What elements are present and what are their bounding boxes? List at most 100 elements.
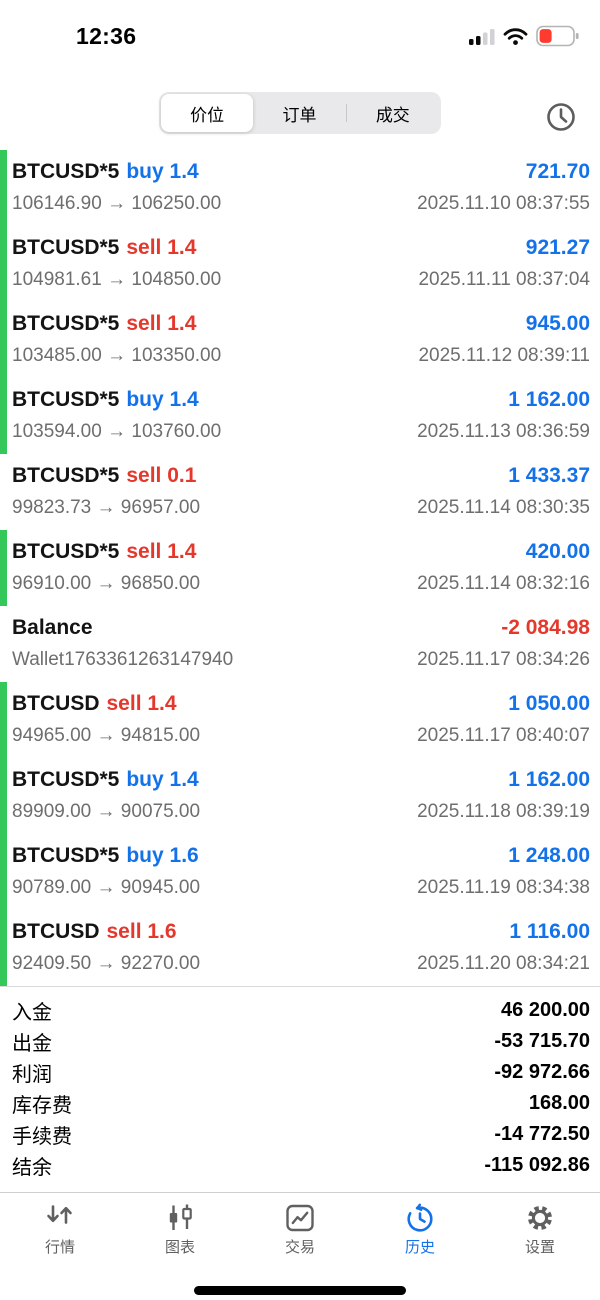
side-label: sell 0.1 xyxy=(126,464,197,487)
history-row[interactable]: BTCUSD*5 buy 1.4 1 162.00 103594.00 → 103… xyxy=(0,378,600,454)
home-indicator[interactable] xyxy=(194,1286,406,1295)
price-range: 90789.00 → 90945.00 xyxy=(12,877,201,898)
price-range: 96910.00 → 96850.00 xyxy=(12,573,201,594)
history-row[interactable]: BTCUSD*5 buy 1.4 1 162.00 89909.00 → 9007… xyxy=(0,758,600,834)
trade-datetime: 2025.11.18 08:39:19 xyxy=(417,801,590,822)
summary-row: 入金 46 200.00 xyxy=(12,995,590,1026)
summary-row: 库存费 168.00 xyxy=(12,1088,590,1119)
profit-value: 1 162.00 xyxy=(508,388,590,411)
history-row[interactable]: BTCUSD*5 buy 1.6 1 248.00 90789.00 → 9094… xyxy=(0,834,600,910)
summary-label: 利润 xyxy=(12,1064,52,1086)
tab-charts[interactable]: 图表 xyxy=(120,1203,240,1300)
trade-datetime: 2025.11.14 08:32:16 xyxy=(417,573,590,594)
summary-value: -92 972.66 xyxy=(494,1061,590,1083)
summary-row: 利润 -92 972.66 xyxy=(12,1057,590,1088)
symbol: BTCUSD*5 xyxy=(12,160,120,183)
summary-label: 库存费 xyxy=(12,1095,72,1117)
side-label: sell 1.4 xyxy=(106,692,177,715)
charts-icon xyxy=(163,1203,197,1233)
price-range: 92409.50 → 92270.00 xyxy=(12,953,201,974)
summary-value: 46 200.00 xyxy=(501,999,590,1021)
account-summary: 入金 46 200.00 出金 -53 715.70 利润 -92 972.66… xyxy=(0,986,600,1192)
profit-value: 420.00 xyxy=(525,540,590,563)
side-label: sell 1.4 xyxy=(126,540,197,563)
history-row[interactable]: BTCUSD*5 sell 1.4 420.00 96910.00 → 96850… xyxy=(0,530,600,606)
history-row[interactable]: BTCUSD sell 1.4 1 050.00 94965.00 → 94815… xyxy=(0,682,600,758)
trade-datetime: 2025.11.11 08:37:04 xyxy=(418,269,590,290)
trade-datetime: 2025.11.17 08:34:26 xyxy=(417,649,590,670)
profit-value: 1 050.00 xyxy=(508,692,590,715)
profit-value: 921.27 xyxy=(525,236,590,259)
cellular-signal-icon xyxy=(469,28,495,45)
tab-quotes[interactable]: 行情 xyxy=(0,1203,120,1300)
profit-value: 721.70 xyxy=(525,160,590,183)
summary-label: 手续费 xyxy=(12,1126,72,1148)
summary-value: -53 715.70 xyxy=(494,1030,590,1052)
settings-icon xyxy=(523,1203,557,1233)
symbol: Balance xyxy=(12,616,93,639)
history-header: 价位 订单 成交 xyxy=(0,60,600,150)
history-row[interactable]: BTCUSD*5 sell 1.4 945.00 103485.00 → 1033… xyxy=(0,302,600,378)
time-filter-clock-icon[interactable] xyxy=(544,100,578,134)
segment-positions[interactable]: 价位 xyxy=(161,94,254,132)
side-label: sell 1.6 xyxy=(106,920,177,943)
status-icons xyxy=(469,25,580,47)
battery-icon xyxy=(536,25,580,47)
price-range: 103485.00 → 103350.00 xyxy=(12,345,222,366)
segment-label: 订单 xyxy=(282,105,317,125)
tab-history[interactable]: 历史 xyxy=(360,1203,480,1300)
summary-row: 手续费 -14 772.50 xyxy=(12,1119,590,1150)
history-row[interactable]: BTCUSD*5 buy 1.4 721.70 106146.90 → 10625… xyxy=(0,150,600,226)
segment-orders[interactable]: 订单 xyxy=(253,94,345,132)
side-label: buy 1.4 xyxy=(126,388,199,411)
history-row[interactable]: BTCUSD*5 sell 0.1 1 433.37 99823.73 → 969… xyxy=(0,454,600,530)
segment-deals[interactable]: 成交 xyxy=(347,94,439,132)
side-label: buy 1.4 xyxy=(126,768,199,791)
profit-value: 1 433.37 xyxy=(508,464,590,487)
tab-label: 图表 xyxy=(164,1239,195,1256)
profit-value: 1 248.00 xyxy=(508,844,590,867)
symbol: BTCUSD*5 xyxy=(12,236,120,259)
summary-value: 168.00 xyxy=(528,1092,590,1114)
tab-label: 交易 xyxy=(284,1239,315,1256)
symbol: BTCUSD*5 xyxy=(12,312,120,335)
history-icon xyxy=(403,1203,437,1233)
symbol: BTCUSD*5 xyxy=(12,844,120,867)
price-range: 103594.00 → 103760.00 xyxy=(12,421,222,442)
price-range: Wallet1763361263147940 xyxy=(12,649,234,670)
wifi-icon xyxy=(503,27,528,46)
price-range: 99823.73 → 96957.00 xyxy=(12,497,201,518)
segment-label: 价位 xyxy=(190,105,225,125)
price-range: 94965.00 → 94815.00 xyxy=(12,725,201,746)
trade-datetime: 2025.11.20 08:34:21 xyxy=(417,953,590,974)
trade-datetime: 2025.11.10 08:37:55 xyxy=(417,193,590,214)
summary-value: -115 092.86 xyxy=(484,1154,590,1176)
history-row[interactable]: BTCUSD sell 1.6 1 116.00 92409.50 → 92270… xyxy=(0,910,600,986)
symbol: BTCUSD*5 xyxy=(12,464,120,487)
summary-label: 出金 xyxy=(12,1033,52,1055)
side-label: sell 1.4 xyxy=(126,236,197,259)
trade-datetime: 2025.11.13 08:36:59 xyxy=(417,421,590,442)
trade-icon xyxy=(283,1203,317,1233)
price-range: 104981.61 → 104850.00 xyxy=(12,269,222,290)
trade-datetime: 2025.11.19 08:34:38 xyxy=(417,877,590,898)
profit-value: 1 116.00 xyxy=(509,920,590,943)
segment-divider xyxy=(345,104,347,122)
symbol: BTCUSD*5 xyxy=(12,540,120,563)
tab-settings[interactable]: 设置 xyxy=(480,1203,600,1300)
history-row[interactable]: Balance -2 084.98 Wallet1763361263147940… xyxy=(0,606,600,682)
history-row[interactable]: BTCUSD*5 sell 1.4 921.27 104981.61 → 1048… xyxy=(0,226,600,302)
history-type-segmented-control: 价位 订单 成交 xyxy=(159,92,441,134)
status-bar: 12:36 xyxy=(0,0,600,60)
segment-label: 成交 xyxy=(375,105,410,125)
bottom-tab-bar: 行情 图表 交易 历史 xyxy=(0,1192,600,1300)
symbol: BTCUSD*5 xyxy=(12,388,120,411)
tab-label: 行情 xyxy=(44,1239,75,1256)
tab-trade[interactable]: 交易 xyxy=(240,1203,360,1300)
symbol: BTCUSD xyxy=(12,920,100,943)
quotes-icon xyxy=(43,1203,77,1233)
summary-label: 结余 xyxy=(12,1157,52,1179)
price-range: 106146.90 → 106250.00 xyxy=(12,193,222,214)
summary-label: 入金 xyxy=(12,1002,52,1024)
trade-datetime: 2025.11.17 08:40:07 xyxy=(417,725,590,746)
